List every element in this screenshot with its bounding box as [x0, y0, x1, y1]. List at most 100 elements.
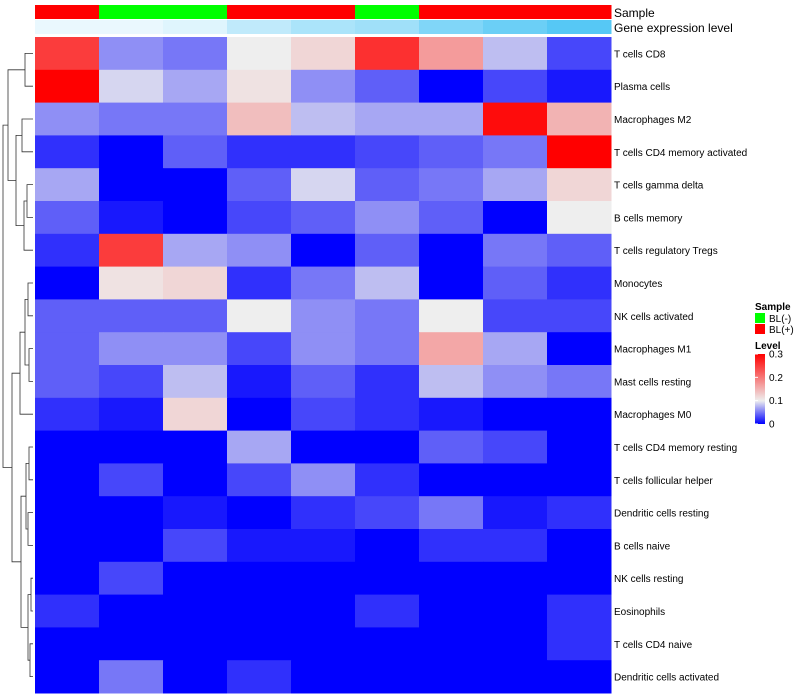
- heatmap-cell: [483, 168, 548, 202]
- dendrogram-branch: [28, 446, 33, 481]
- heatmap-cell: [547, 660, 612, 694]
- heatmap-cell: [99, 365, 164, 399]
- dendrogram-branch: [29, 643, 33, 677]
- expression-anno-cell: [99, 20, 164, 34]
- row-label: Macrophages M1: [614, 345, 692, 356]
- row-label: B cells memory: [614, 213, 682, 224]
- heatmap-cell: [291, 463, 356, 497]
- heatmap-cell: [483, 135, 548, 169]
- heatmap-cell: [547, 201, 612, 235]
- heatmap-cell: [355, 496, 420, 530]
- heatmap-cell: [99, 529, 164, 563]
- heatmap-cell: [99, 332, 164, 366]
- heatmap-cell: [35, 332, 100, 366]
- heatmap-cell: [355, 266, 420, 300]
- expression-anno-cell: [547, 20, 612, 34]
- dendrogram-branch: [25, 463, 29, 530]
- heatmap-cell: [419, 168, 484, 202]
- heatmap-cell: [419, 529, 484, 563]
- heatmap-cell: [419, 496, 484, 530]
- heatmap-cell: [163, 299, 228, 333]
- heatmap-cell: [163, 69, 228, 104]
- expression-anno-cell: [291, 20, 356, 34]
- heatmap-cell: [483, 430, 548, 464]
- dendrogram-branch: [21, 118, 33, 153]
- heatmap-cell: [163, 529, 228, 563]
- heatmap-cell: [291, 496, 356, 530]
- heatmap-cell: [227, 266, 292, 300]
- heatmap-cell: [163, 168, 228, 202]
- heatmap-cell: [419, 135, 484, 169]
- heatmap-cell: [99, 496, 164, 530]
- heatmap-cell: [227, 594, 292, 628]
- heatmap-cell: [355, 430, 420, 464]
- row-label: T cells regulatory Tregs: [614, 246, 718, 257]
- heatmap-cell: [99, 266, 164, 300]
- heatmap-cell: [419, 365, 484, 399]
- heatmap-cell: [547, 168, 612, 202]
- level-legend-title: Level: [755, 341, 781, 352]
- heatmap-cell: [35, 69, 100, 104]
- dendrogram-branch: [26, 184, 33, 218]
- heatmap-cell: [99, 102, 164, 136]
- heatmap-cell: [419, 397, 484, 432]
- heatmap-cell: [483, 332, 548, 366]
- expression-anno-cell: [227, 20, 292, 34]
- dendrogram-branch: [7, 69, 25, 181]
- heatmap-cell: [99, 168, 164, 202]
- expression-anno-cell: [163, 20, 228, 34]
- sample-anno-cell: [547, 5, 612, 19]
- heatmap-cell: [35, 37, 100, 71]
- heatmap-cell: [35, 529, 100, 563]
- heatmap-cell: [483, 496, 548, 530]
- heatmap-cell: [419, 430, 484, 464]
- heatmap-cell: [355, 332, 420, 366]
- heatmap-cell: [163, 496, 228, 530]
- level-legend-ticks: 0.3 0.2 0.1 0: [755, 350, 783, 431]
- heatmap-cell: [291, 660, 356, 694]
- heatmap-cell: [291, 529, 356, 563]
- heatmap-cell: [163, 365, 228, 399]
- heatmap-cell: [227, 135, 292, 169]
- heatmap-cell: [163, 660, 228, 694]
- sample-anno-cell: [355, 5, 420, 19]
- heatmap-cell: [291, 561, 356, 596]
- heatmap-cell: [163, 233, 228, 268]
- heatmap-cell: [35, 299, 100, 333]
- row-dendrogram: [2, 53, 33, 677]
- heatmap-cell: [227, 463, 292, 497]
- heatmap-cell: [547, 463, 612, 497]
- heatmap-cell: [419, 266, 484, 300]
- level-tick-label: 0: [769, 420, 775, 431]
- heatmap-cell: [163, 37, 228, 71]
- heatmap-cell: [291, 201, 356, 235]
- heatmap-cell: [483, 102, 548, 136]
- sample-anno-cell: [291, 5, 356, 19]
- heatmap-cell: [547, 266, 612, 300]
- sample-annotation-bar: [35, 5, 612, 19]
- heatmap-cell: [291, 266, 356, 300]
- heatmap-cell: [35, 365, 100, 399]
- sample-legend-title: Sample: [755, 302, 791, 313]
- heatmap-cell: [291, 69, 356, 104]
- heatmap-cell: [355, 102, 420, 136]
- heatmap-cell: [227, 299, 292, 333]
- heatmap-cell: [419, 233, 484, 268]
- heatmap-cell: [163, 627, 228, 661]
- heatmap-cell: [355, 37, 420, 71]
- heatmap-cell: [99, 561, 164, 596]
- heatmap-cell: [483, 69, 548, 104]
- heatmap-cell: [355, 233, 420, 268]
- sample-anno-cell: [35, 5, 100, 19]
- heatmap-cell: [163, 594, 228, 628]
- heatmap-cell: [355, 168, 420, 202]
- heatmap-cell: [291, 299, 356, 333]
- heatmap-cell: [227, 365, 292, 399]
- sample-legend-swatch: [755, 313, 765, 323]
- heatmap-cell: [163, 201, 228, 235]
- heatmap-cell: [547, 233, 612, 268]
- heatmap-cell: [547, 365, 612, 399]
- heatmap-cell: [227, 37, 292, 71]
- heatmap-cell: [291, 135, 356, 169]
- sample-legend-label: BL(-): [769, 314, 791, 325]
